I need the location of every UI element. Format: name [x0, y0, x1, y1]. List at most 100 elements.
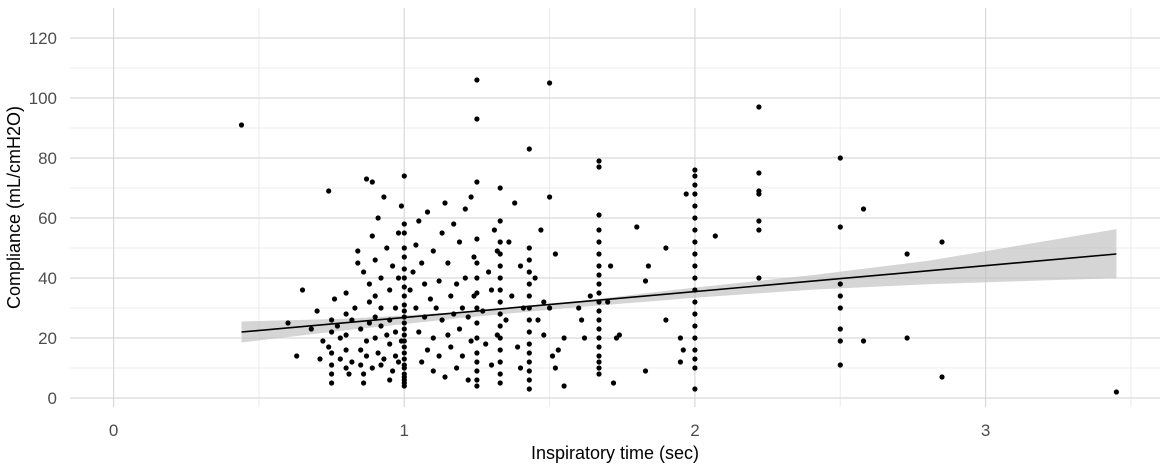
data-point [413, 305, 419, 311]
data-point [378, 305, 384, 311]
data-point [692, 239, 698, 245]
data-point [320, 338, 326, 344]
data-point [329, 380, 335, 386]
data-point [395, 230, 402, 236]
data-point [596, 317, 602, 323]
data-point [294, 353, 300, 359]
data-point [401, 356, 407, 362]
data-point [503, 317, 509, 323]
data-point [401, 320, 407, 326]
data-point [401, 275, 407, 281]
data-point [596, 353, 602, 359]
data-point [497, 185, 503, 191]
x-tick-label: 3 [981, 421, 990, 440]
data-point [436, 278, 442, 284]
data-point [433, 305, 439, 311]
data-point [474, 320, 480, 326]
data-point [372, 293, 378, 299]
data-point [401, 371, 407, 377]
data-point [326, 188, 332, 194]
data-point [491, 227, 497, 233]
data-point [488, 362, 495, 368]
data-point [451, 221, 457, 227]
data-point [692, 215, 698, 221]
data-point [317, 356, 323, 362]
data-point [445, 332, 451, 338]
data-point [474, 116, 480, 122]
data-point [509, 293, 515, 299]
data-point [549, 353, 556, 359]
data-point [497, 335, 503, 341]
data-point [547, 80, 553, 86]
data-point [526, 317, 532, 323]
data-point [561, 383, 567, 389]
data-point [497, 263, 503, 269]
data-point [329, 371, 335, 377]
data-point [692, 356, 698, 362]
data-point [448, 293, 454, 299]
x-tick-label: 1 [400, 421, 409, 440]
data-point [837, 224, 843, 230]
data-point [430, 248, 436, 254]
data-point [837, 155, 843, 161]
data-point [427, 296, 433, 302]
data-point [398, 203, 404, 209]
data-point [401, 266, 407, 272]
data-point [474, 179, 480, 185]
data-point [596, 263, 602, 269]
data-point [497, 239, 503, 245]
data-point [520, 305, 527, 311]
data-point [939, 374, 945, 380]
data-point [526, 305, 532, 311]
data-point [343, 365, 349, 371]
data-point [497, 371, 503, 377]
data-point [1113, 389, 1119, 395]
data-point [366, 299, 372, 305]
data-point [837, 305, 843, 311]
data-point [692, 173, 698, 179]
data-point [596, 272, 602, 278]
data-point [401, 338, 407, 344]
data-point [596, 227, 602, 233]
data-point [756, 275, 762, 281]
data-point [497, 323, 503, 329]
data-point [442, 200, 448, 206]
y-tick-label: 80 [38, 149, 57, 168]
data-point [419, 260, 425, 266]
data-point [401, 326, 407, 332]
data-point [372, 335, 378, 341]
data-point [462, 206, 468, 212]
data-point [526, 341, 532, 347]
data-point [462, 275, 468, 281]
data-point [378, 362, 384, 368]
data-point [526, 386, 532, 392]
data-point [381, 194, 387, 200]
data-point [401, 254, 407, 260]
data-point [497, 218, 503, 224]
data-point [329, 329, 335, 335]
data-point [837, 362, 843, 368]
data-point [756, 218, 762, 224]
data-point [677, 335, 684, 341]
data-point [497, 359, 503, 365]
data-point [474, 350, 480, 356]
data-point [939, 239, 945, 245]
data-point [547, 194, 553, 200]
data-point [634, 224, 640, 230]
data-point [526, 146, 532, 152]
data-point [526, 257, 532, 263]
data-point [474, 377, 480, 383]
y-tick-label: 100 [29, 89, 57, 108]
data-point [483, 341, 489, 347]
data-point [352, 305, 358, 311]
data-point [692, 251, 698, 257]
data-point [407, 287, 413, 293]
data-point [692, 335, 698, 341]
data-point [526, 368, 532, 374]
data-point [375, 215, 381, 221]
data-point [541, 299, 547, 305]
data-point [692, 323, 698, 329]
data-point [497, 299, 503, 305]
data-point [369, 179, 375, 185]
